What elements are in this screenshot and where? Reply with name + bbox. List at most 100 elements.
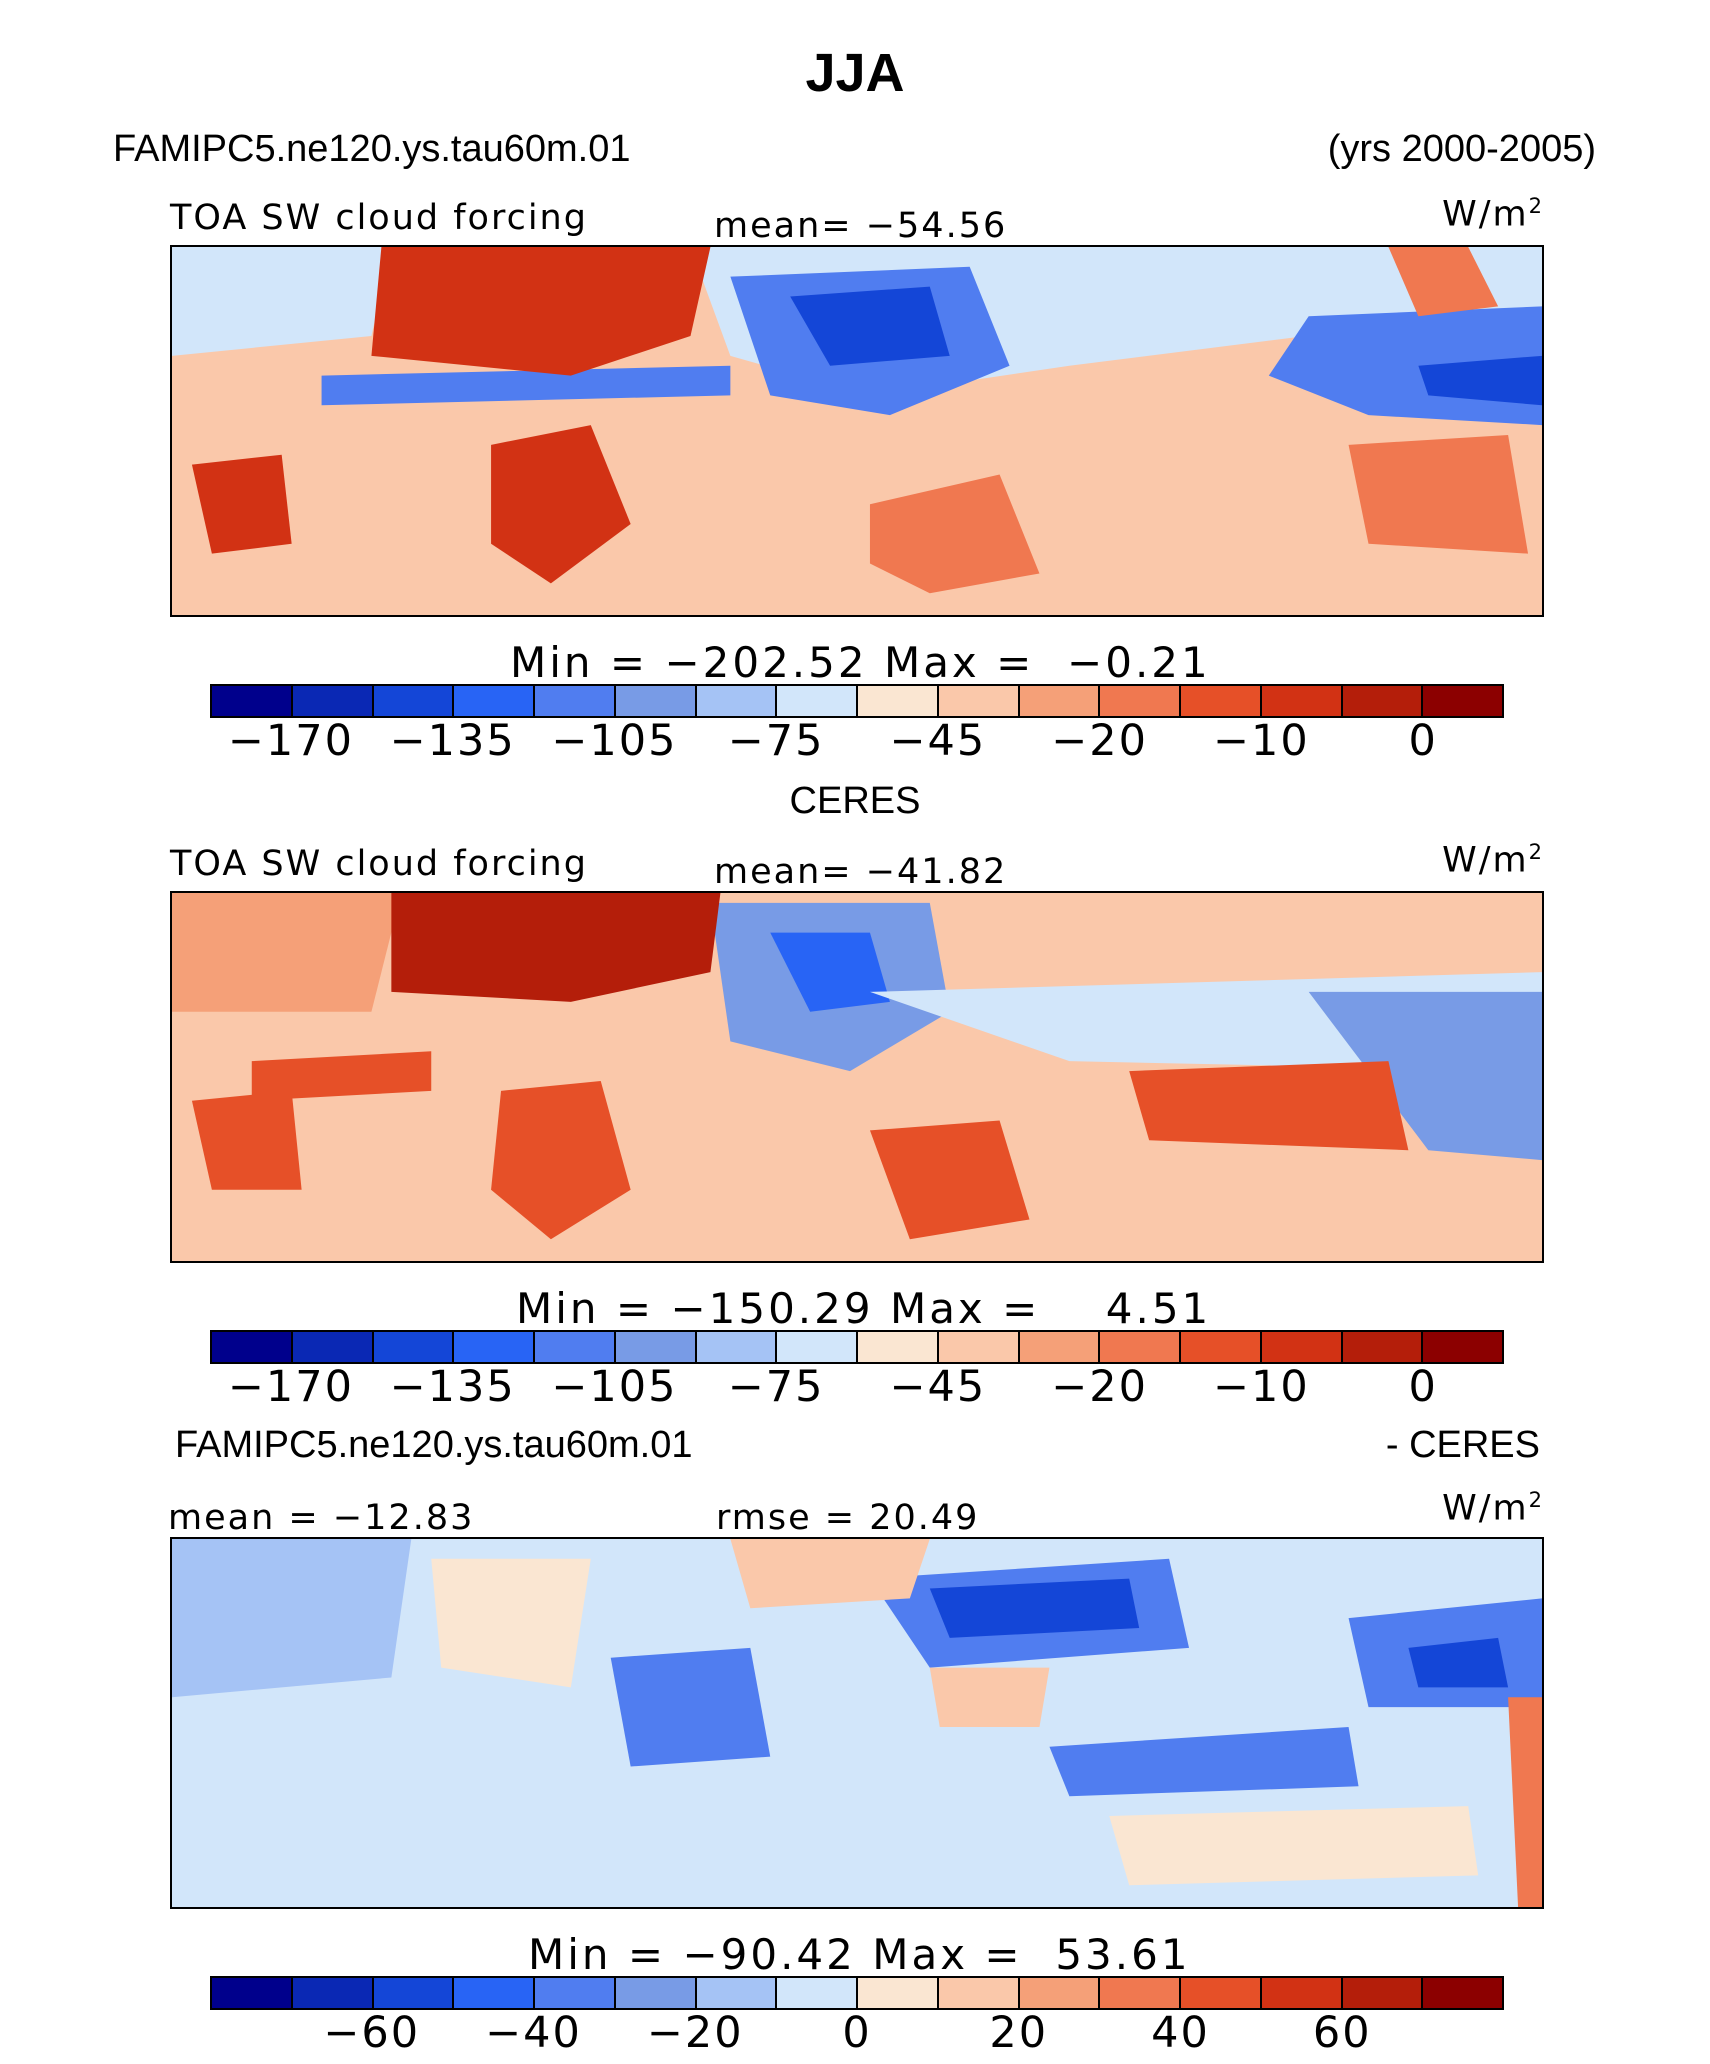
colorbar-segment <box>1342 1332 1424 1362</box>
panel1-deepblue-region <box>1418 355 1542 406</box>
colorbar-segment <box>1181 686 1262 716</box>
colorbar-segment <box>212 1332 293 1362</box>
colorbar-tick-label: −45 <box>889 716 987 766</box>
panel3-cream-region <box>431 1558 591 1688</box>
panel3-pale-region <box>172 1539 412 1698</box>
colorbar-tick-label: 40 <box>1151 2008 1210 2058</box>
colorbar-segment <box>1100 686 1181 716</box>
panel2-orange-region <box>251 1051 432 1101</box>
panel2-units: W/m2 <box>1442 840 1544 881</box>
colorbar-segment <box>777 1978 858 2008</box>
panel3-colorbar <box>210 1976 1504 2010</box>
colorbar-tick-label: −75 <box>727 716 825 766</box>
panel1-blue-region <box>321 365 731 406</box>
colorbar-segment <box>1423 1978 1502 2008</box>
colorbar-segment <box>535 1332 616 1362</box>
colorbar-segment <box>615 1332 697 1362</box>
panel3-case-name: FAMIPC5.ne120.ys.tau60m.01 <box>175 1424 693 1466</box>
colorbar-tick-label: −105 <box>551 716 678 766</box>
colorbar-tick-label: 0 <box>1408 1362 1438 1412</box>
colorbar-tick-label: −170 <box>227 1362 354 1412</box>
panel2-deepblue-region <box>770 932 890 1012</box>
panel1-orange-region <box>869 474 1040 594</box>
colorbar-segment <box>292 686 374 716</box>
panel3-minmax: Min = −90.42 Max = 53.61 <box>528 1930 1191 1979</box>
panel3-mean: mean = −12.83 <box>168 1498 475 1538</box>
panel1-orange-region <box>1348 434 1529 554</box>
colorbar-segment <box>1342 686 1424 716</box>
colorbar-segment <box>212 1978 293 2008</box>
panel1-minmax: Min = −202.52 Max = −0.21 <box>510 638 1211 687</box>
panel3-cream-region <box>1109 1806 1479 1886</box>
panel2-minmax: Min = −150.29 Max = 4.51 <box>516 1284 1212 1333</box>
panel2-orange-region <box>491 1080 631 1240</box>
panel2-orange-region <box>1129 1061 1409 1151</box>
panel1-units: W/m2 <box>1442 194 1544 235</box>
colorbar-tick-label: −170 <box>227 716 354 766</box>
figure-title: JJA <box>805 43 905 103</box>
colorbar-segment <box>1019 1332 1101 1362</box>
panel1-mean: mean= −54.56 <box>714 206 1008 246</box>
panel2-orange-region <box>172 893 402 1012</box>
colorbar-segment <box>777 686 858 716</box>
colorbar-segment <box>1100 1978 1181 2008</box>
colorbar-segment <box>212 686 293 716</box>
colorbar-segment <box>292 1332 374 1362</box>
panel2-colorbar <box>210 1330 1504 1364</box>
panel3-orange-region <box>929 1667 1050 1727</box>
colorbar-segment <box>535 1978 616 2008</box>
colorbar-tick-label: −10 <box>1213 716 1310 766</box>
panel3-contour-field <box>172 1539 1542 1907</box>
panel2-map <box>170 891 1544 1263</box>
panel3-blue-region <box>1049 1726 1359 1797</box>
colorbar-segment <box>1342 1978 1424 2008</box>
panel2-mean: mean= −41.82 <box>714 852 1008 892</box>
colorbar-tick-label: −40 <box>485 2008 582 2058</box>
colorbar-segment <box>1423 1332 1502 1362</box>
colorbar-tick-label: −60 <box>323 2008 421 2058</box>
panel3-deepblue-region <box>1408 1637 1509 1688</box>
colorbar-segment <box>858 1978 939 2008</box>
colorbar-segment <box>696 1332 778 1362</box>
colorbar-segment <box>373 1332 455 1362</box>
colorbar-segment <box>1019 1978 1101 2008</box>
colorbar-segment <box>1261 1978 1343 2008</box>
colorbar-segment <box>1100 1332 1181 1362</box>
colorbar-segment <box>938 1332 1020 1362</box>
panel2-case-name: CERES <box>789 780 921 822</box>
colorbar-tick-label: −135 <box>389 716 516 766</box>
panel1-red-region <box>191 454 292 554</box>
colorbar-segment <box>1181 1332 1262 1362</box>
panel1-case-name: FAMIPC5.ne120.ys.tau60m.01 <box>113 128 631 170</box>
colorbar-segment <box>1261 686 1343 716</box>
colorbar-segment <box>454 686 535 716</box>
panel2-variable-label: TOA SW cloud forcing <box>170 844 588 884</box>
colorbar-tick-label: 0 <box>1408 716 1438 766</box>
colorbar-tick-label: −20 <box>1051 716 1148 766</box>
panel3-red-region <box>1508 1697 1542 1907</box>
panel1-orange-region <box>1388 247 1499 317</box>
colorbar-tick-label: 60 <box>1312 2008 1372 2058</box>
colorbar-segment <box>777 1332 858 1362</box>
colorbar-segment <box>292 1978 374 2008</box>
colorbar-tick-label: −45 <box>889 1362 987 1412</box>
colorbar-segment <box>454 1332 535 1362</box>
panel2-orange-region <box>191 1090 302 1190</box>
colorbar-segment <box>615 1978 697 2008</box>
panel3-units: W/m2 <box>1442 1488 1544 1529</box>
colorbar-tick-label: −10 <box>1213 1362 1310 1412</box>
panel3-map <box>170 1537 1544 1909</box>
colorbar-segment <box>858 686 939 716</box>
panel2-blue-region <box>1308 991 1542 1161</box>
panel3-blue-region <box>610 1647 771 1767</box>
colorbar-tick-label: −105 <box>551 1362 678 1412</box>
colorbar-segment <box>938 1978 1020 2008</box>
colorbar-tick-label: −135 <box>389 1362 516 1412</box>
panel1-pale-region <box>172 247 392 356</box>
colorbar-segment <box>1181 1978 1262 2008</box>
panel1-variable-label: TOA SW cloud forcing <box>170 198 588 238</box>
colorbar-segment <box>373 686 455 716</box>
panel1-red-region <box>491 425 631 584</box>
colorbar-segment <box>535 686 616 716</box>
colorbar-segment <box>373 1978 455 2008</box>
